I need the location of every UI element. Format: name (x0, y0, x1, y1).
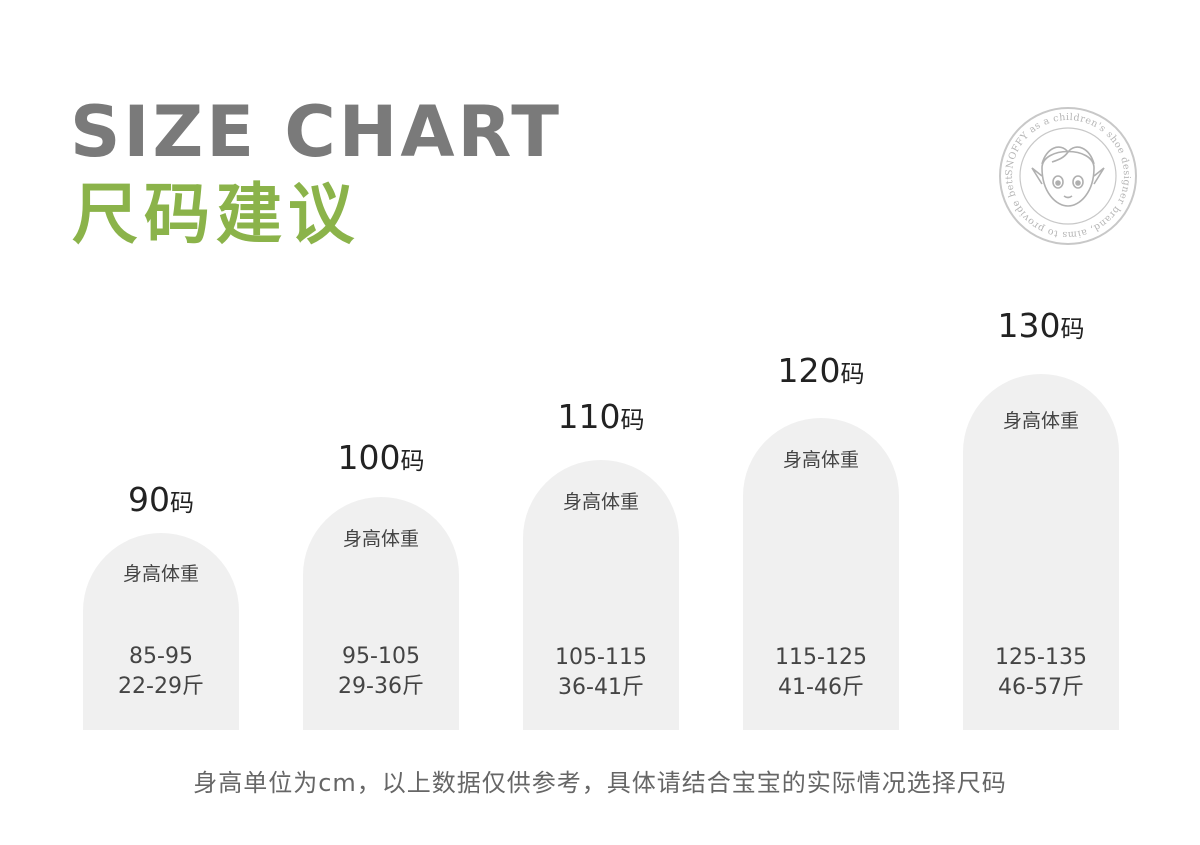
page-title-cn: 尺码建议 (72, 176, 360, 253)
size-label: 110码 (523, 397, 679, 440)
height-weight-label: 身高体重 (1002, 410, 1079, 432)
size-number: 90 (128, 480, 170, 519)
logo-ring-text: SNOFFY as a children's shoe designer bra… (998, 106, 1132, 240)
weight-range: 22-29斤 (118, 674, 204, 699)
height-range: 95-105 (342, 644, 420, 669)
weight-range: 46-57斤 (998, 675, 1084, 700)
brand-logo-stamp: SNOFFY as a children's shoe designer bra… (998, 106, 1137, 245)
size-unit: 码 (1060, 315, 1085, 343)
height-range: 105-115 (555, 645, 647, 670)
height-range: 125-135 (995, 645, 1087, 670)
size-column-120: 120码 身高体重 115-125 41-46斤 (743, 345, 899, 730)
height-weight-label: 身高体重 (122, 563, 199, 585)
weight-range: 41-46斤 (778, 675, 864, 700)
size-unit: 码 (170, 489, 194, 517)
size-label: 90码 (83, 480, 239, 523)
size-label: 120码 (743, 351, 899, 394)
size-unit: 码 (840, 360, 865, 388)
height-weight-label: 身高体重 (342, 528, 419, 550)
size-arch: 身高体重 105-115 36-41斤 (523, 460, 679, 730)
footer-note: 身高单位为cm，以上数据仅供参考，具体请结合宝宝的实际情况选择尺码 (193, 769, 1007, 797)
size-number: 130 (997, 306, 1061, 345)
svg-text:SNOFFY as a children's shoe de: SNOFFY as a children's shoe designer bra… (998, 106, 1132, 240)
size-number: 100 (337, 438, 401, 477)
size-arch: 身高体重 85-95 22-29斤 (83, 533, 239, 730)
size-column-130: 130码 身高体重 125-135 46-57斤 (963, 300, 1119, 730)
size-arch: 身高体重 125-135 46-57斤 (963, 374, 1119, 730)
height-weight-label: 身高体重 (562, 491, 639, 513)
height-weight-label: 身高体重 (782, 449, 859, 471)
page-title-en: SIZE CHART (70, 91, 563, 173)
size-number: 110 (557, 397, 621, 436)
size-arch: 身高体重 95-105 29-36斤 (303, 497, 459, 730)
size-label: 100码 (303, 438, 459, 481)
weight-range: 29-36斤 (338, 674, 424, 699)
height-range: 115-125 (775, 645, 867, 670)
size-arch: 身高体重 115-125 41-46斤 (743, 418, 899, 730)
height-range: 85-95 (129, 644, 193, 669)
size-unit: 码 (400, 447, 425, 475)
size-column-100: 100码 身高体重 95-105 29-36斤 (303, 433, 459, 730)
size-label: 130码 (963, 306, 1119, 349)
weight-range: 36-41斤 (558, 675, 644, 700)
size-column-90: 90码 身高体重 85-95 22-29斤 (83, 470, 239, 730)
cartoon-child-face-icon (1031, 146, 1105, 207)
size-column-110: 110码 身高体重 105-115 36-41斤 (523, 393, 679, 730)
size-unit: 码 (620, 406, 645, 434)
size-number: 120 (777, 351, 841, 390)
